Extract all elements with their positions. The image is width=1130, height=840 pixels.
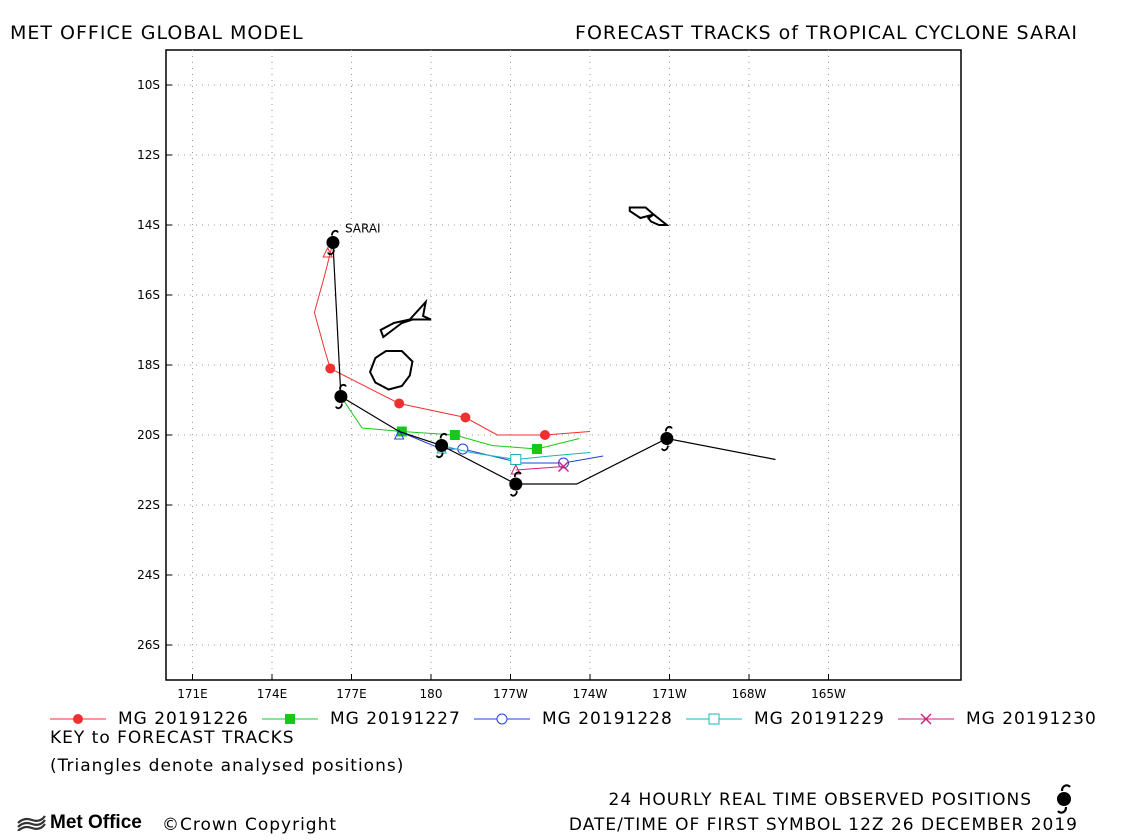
forecast-marker [539,430,550,440]
x-tick-label: 165W [811,687,846,700]
copyright-notice: ©Crown Copyright [162,815,338,835]
x-tick-label: 180 [420,687,443,700]
cyclone-symbol-icon [509,471,523,497]
key-title: KEY to FORECAST TRACKS [50,728,295,748]
cyclone-symbol-arm [664,425,673,432]
y-tick-label: 16S [137,288,160,302]
observed-track-line [332,242,776,485]
storm-name-label: SARAI [345,222,381,236]
y-tick-label: 26S [137,638,160,652]
key-note: (Triangles denote analysed positions) [50,756,405,776]
y-tick-label: 24S [137,568,160,582]
forecast-track-chart: 171E 174E 177E 180 177W 174W 171W 168W 165W 10S 12… [137,49,962,700]
y-tick-label: 20S [137,428,160,442]
forecast-track-line [313,242,591,436]
legend-label: MG 20191228 [542,709,673,729]
forecast-marker [394,398,405,409]
cyclone-symbol-arm [338,383,347,390]
forecast-marker [449,430,460,440]
forecast-marker [558,461,569,472]
met-office-logo: Met Office [16,812,142,834]
forecast-marker [460,412,471,423]
analysed-position-triangle [393,428,405,440]
forecast-track-line [515,466,564,471]
cyclone-symbol-arm [513,471,522,478]
legend-item-20191228: MG 20191228 [472,706,673,732]
legend-item-20191230: MG 20191230 [896,706,1097,732]
legend-item-20191229: MG 20191229 [684,706,885,732]
cyclone-symbol-arm [439,432,448,439]
forecast-marker [457,443,469,455]
cyclone-symbol-arm [660,445,669,452]
y-tick-label: 14S [137,218,160,232]
header-left-title: MET OFFICE GLOBAL MODEL [10,22,304,44]
forecast-marker [510,454,522,465]
cyclone-symbol-arm [435,452,444,459]
x-tick-label: 174W [573,687,608,700]
cyclone-symbol-icon [660,425,674,452]
cyclone-symbol-arm [331,229,339,236]
forecast-marker [532,444,542,454]
land-outline [646,213,670,226]
cyclone-symbol-core [334,390,348,403]
cyclone-symbol-arm [509,490,518,497]
header-right-title: FORECAST TRACKS of TROPICAL CYCLONE SARA… [575,22,1078,44]
legend-label: MG 20191227 [330,709,461,729]
land-outline [368,350,414,391]
legend-label: MG 20191226 [118,709,249,729]
legend-swatch-blue-open-circle [474,713,530,725]
legend-swatch-red-circle [50,714,106,724]
legend-item-20191227: MG 20191227 [260,706,461,732]
legend-swatch-green-square [262,714,318,724]
y-tick-label: 18S [137,358,160,372]
legend-label: MG 20191230 [966,709,1097,729]
analysed-position-triangle [322,246,333,258]
forecast-marker [325,363,336,374]
legend-swatch-magenta-cross [898,713,954,725]
x-tick-label: 171W [652,687,687,700]
forecast-marker [396,426,407,437]
legend-swatch-cyan-open-square [686,713,742,725]
x-tick-label: 174E [257,687,288,700]
cyclone-symbol-icon [326,229,340,256]
cyclone-symbol-core [509,477,523,491]
y-tick-label: 10S [137,78,160,92]
cyclone-symbol-core [660,432,674,445]
cyclone-symbol-core [435,439,449,452]
x-tick-label: 177E [336,687,367,700]
cyclone-symbol-icon [334,383,348,410]
x-tick-label: 177W [493,687,528,700]
x-tick-label: 168W [732,687,767,700]
land-outline [628,206,656,220]
legend-label: MG 20191229 [754,709,885,729]
x-tick-label: 171E [177,687,208,700]
first-symbol-datetime: DATE/TIME OF FIRST SYMBOL 12Z 26 DECEMBE… [568,815,1078,835]
cyclone-symbol-arm [335,403,343,410]
land-outline [379,298,432,339]
cyclone-symbol-icon [435,432,449,459]
legend-item-20191226: MG 20191226 [48,706,249,732]
plot-frame [165,49,962,681]
cyclone-symbol-arm [327,249,335,256]
observed-positions-label: 24 HOURLY REAL TIME OBSERVED POSITIONS [608,790,1032,810]
forecast-marker [558,457,569,469]
met-office-logo-text: Met Office [50,812,142,833]
cyclone-symbol-icon [1057,784,1071,814]
legend: MG 20191226 MG 20191227 MG 20191228 MG 2… [48,706,1118,732]
y-tick-label: 22S [137,498,160,512]
met-office-logo-icon [17,815,46,831]
cyclone-symbol-core [326,236,340,249]
y-tick-label: 12S [137,148,160,162]
